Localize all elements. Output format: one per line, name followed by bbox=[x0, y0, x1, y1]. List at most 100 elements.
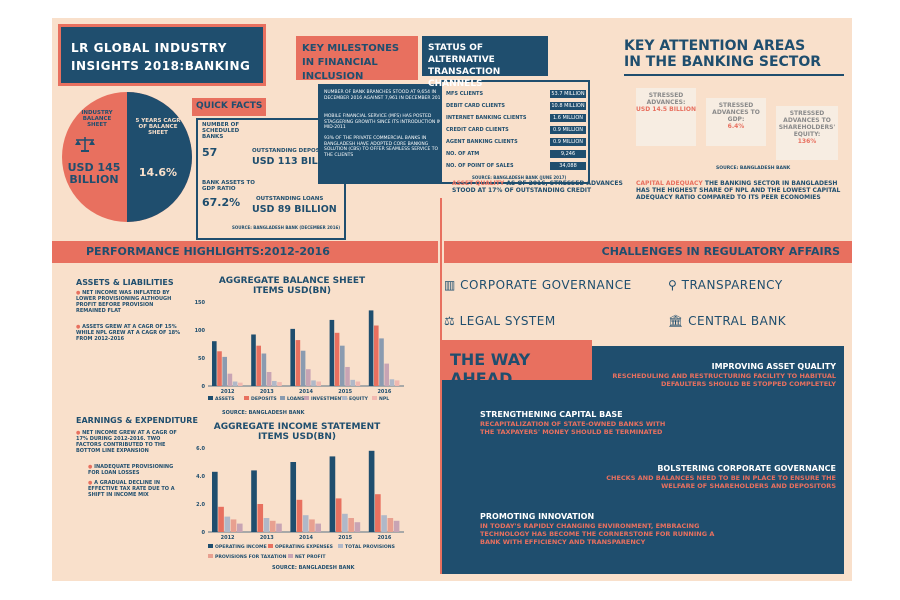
bar-provisions-for-taxation-2012 bbox=[230, 519, 237, 532]
bar-assets-2012 bbox=[212, 341, 217, 386]
balance-label: INDUSTRY BALANCE SHEET bbox=[81, 110, 113, 128]
legend-swatch bbox=[268, 544, 273, 548]
status-heading: STATUS OF ALTERNATIVE TRANSACTION CHANNE… bbox=[428, 43, 501, 89]
balance-sheet-chart: 0 50 100 150 2012 2013 2014 2015 2016 ASSETS DEPOS… bbox=[195, 300, 404, 402]
bar-assets-2013 bbox=[251, 334, 256, 386]
bar-assets-2015 bbox=[329, 319, 335, 386]
legend-swatch bbox=[244, 396, 249, 400]
chart1-source: SOURCE: BANGLADESH BANK bbox=[222, 410, 305, 416]
bar-assets-2014 bbox=[290, 328, 295, 386]
legend-swatch bbox=[208, 544, 213, 548]
stressed-gdp-card: STRESSED ADVANCES TO GDP: 6.4% bbox=[706, 98, 766, 146]
bar-provisions-for-taxation-2016 bbox=[387, 518, 394, 532]
status-row: MFS CLIENTS 53.7 MILLION bbox=[446, 90, 586, 98]
performance-heading: PERFORMANCE HIGHLIGHTS:2012-2016 bbox=[86, 245, 330, 258]
x-tick-label: 2016 bbox=[377, 389, 391, 395]
bar-total-provisions-2014 bbox=[302, 515, 309, 532]
y-tick-label: 50 bbox=[198, 356, 205, 362]
legend-label: ASSETS bbox=[215, 396, 235, 402]
way-ahead-item-heading: IMPROVING ASSET QUALITY bbox=[711, 362, 836, 371]
bar-deposits-2014 bbox=[295, 340, 301, 386]
challenge-central-bank: 🏛 CENTRAL BANK bbox=[668, 314, 787, 328]
way-ahead-item-text: RESCHEDULING AND RESTRUCTURING FACILITY … bbox=[612, 372, 836, 388]
bar-net-profit-2016 bbox=[393, 520, 400, 532]
earnings-sub-bullet: ● A GRADUAL DECLINE IN EFFECTIVE TAX RAT… bbox=[88, 480, 175, 498]
way-ahead-item-heading: BOLSTERING CORPORATE GOVERNANCE bbox=[657, 464, 836, 473]
bar-investments-2015 bbox=[345, 366, 350, 386]
bar-loans-2012 bbox=[222, 356, 227, 386]
y-tick-label: 4.0 bbox=[196, 474, 205, 480]
title-line-1: LR GLOBAL INDUSTRY bbox=[71, 41, 227, 55]
banks-value: 57 bbox=[202, 146, 218, 159]
status-row: CREDIT CARD CLIENTS 0.9 MILLION bbox=[446, 126, 586, 135]
x-tick-label: 2015 bbox=[338, 389, 352, 395]
bar-loans-2015 bbox=[340, 345, 345, 386]
legend-label: OPERATING EXPENSES bbox=[275, 544, 333, 550]
legend-swatch bbox=[304, 396, 309, 400]
balance-sheet-circle: INDUSTRY BALANCE SHEET USD 145 BILLION 5… bbox=[62, 92, 192, 222]
legend-swatch bbox=[372, 396, 377, 400]
bar-provisions-for-taxation-2013 bbox=[269, 520, 276, 532]
x-tick-label: 2012 bbox=[221, 389, 235, 395]
cagr-value: 14.6% bbox=[138, 166, 178, 179]
bar-deposits-2016 bbox=[374, 325, 379, 386]
way-ahead-item-heading: PROMOTING INNOVATION bbox=[480, 512, 595, 521]
bar-investments-2016 bbox=[384, 363, 389, 386]
milestones-heading-bar: KEY MILESTONES IN FINANCIAL INCLUSION bbox=[296, 36, 418, 82]
key-attention-source: SOURCE: BANGLADESH BANK bbox=[716, 166, 791, 171]
way-ahead-box: IMPROVING ASSET QUALITY RESCHEDULING AND… bbox=[442, 346, 844, 574]
key-attention-title: KEY ATTENTION AREAS IN THE BANKING SECTO… bbox=[624, 38, 844, 70]
banks-label: NUMBER OF SCHEDULED BANKS bbox=[202, 122, 240, 140]
bar-total-provisions-2013 bbox=[263, 518, 270, 532]
bar-investments-2014 bbox=[306, 369, 311, 386]
x-tick-label: 2014 bbox=[299, 535, 313, 541]
milestone-item: MOBILE FINANCIAL SERVICE (MFS) HAS POSTE… bbox=[324, 114, 442, 130]
y-tick-label: 0 bbox=[202, 384, 206, 390]
bar-investments-2012 bbox=[227, 373, 233, 386]
x-tick-label: 2014 bbox=[299, 389, 313, 395]
challenge-legal-system: ⚖ LEGAL SYSTEM bbox=[444, 314, 556, 328]
x-tick-label: 2013 bbox=[260, 389, 274, 395]
challenge-corporate-governance: ▥ CORPORATE GOVERNANCE bbox=[444, 278, 632, 292]
assets-bullet: ● NET INCOME WAS INFLATED BY LOWER PROVI… bbox=[76, 290, 172, 314]
x-tick-label: 2013 bbox=[260, 535, 274, 541]
bar-total-provisions-2015 bbox=[342, 513, 348, 532]
y-tick-label: 2.0 bbox=[196, 502, 205, 508]
way-ahead-item-heading: STRENGTHENING CAPITAL BASE bbox=[480, 410, 623, 419]
building-icon: ▥ bbox=[444, 278, 456, 292]
bar-deposits-2015 bbox=[334, 332, 340, 386]
legend-label: OPERATING INCOME bbox=[215, 544, 267, 550]
legend-label: NET PROFIT bbox=[295, 554, 326, 560]
bar-net-profit-2015 bbox=[354, 522, 361, 532]
bar-deposits-2013 bbox=[256, 345, 261, 386]
stressed-advances-card: STRESSED ADVANCES: USD 14.5 BILLION bbox=[636, 88, 696, 146]
x-tick-label: 2016 bbox=[377, 535, 391, 541]
y-tick-label: 150 bbox=[195, 300, 206, 306]
way-ahead-heading: THE WAY AHEAD bbox=[450, 350, 531, 388]
challenges-heading: CHALLENGES IN REGULATORY AFFAIRS bbox=[601, 245, 840, 258]
income-statement-chart: 0 2.0 4.0 6.0 2012 2013 2014 2015 2016 OPERATING … bbox=[196, 446, 404, 560]
assets-bullet: ● ASSETS GREW AT A CAGR OF 15% WHILE NPL… bbox=[76, 324, 181, 342]
earnings-heading: EARNINGS & EXPENDITURE bbox=[76, 416, 198, 425]
bar-operating-income-2014 bbox=[290, 462, 297, 532]
bar-npl-2015 bbox=[355, 381, 361, 386]
bar-npl-2014 bbox=[316, 381, 321, 386]
capital-adequacy-note: CAPITAL ADEQUACY THE BANKING SECTOR IN B… bbox=[636, 180, 841, 201]
bar-operating-income-2012 bbox=[212, 471, 218, 532]
scales-icon bbox=[74, 136, 96, 152]
bar-equity-2012 bbox=[232, 381, 238, 386]
loans-value: USD 89 BILLION bbox=[252, 204, 337, 215]
legend-label: TOTAL PROVISIONS bbox=[345, 544, 395, 550]
bar-investments-2013 bbox=[266, 372, 272, 386]
legend-swatch bbox=[208, 396, 213, 400]
way-ahead-item-text: IN TODAY'S RAPIDLY CHANGING ENVIRONMENT,… bbox=[480, 522, 715, 546]
bar-net-profit-2013 bbox=[276, 523, 282, 532]
bar-total-provisions-2016 bbox=[381, 515, 387, 532]
title-block: LR GLOBAL INDUSTRY INSIGHTS 2018:BANKING bbox=[58, 24, 266, 86]
asset-quality-note: ASSET QUALITY AS OF 2016, STRESSED ADVAN… bbox=[452, 180, 623, 194]
balance-chart-title: AGGREGATE BALANCE SHEET ITEMS USD(BN) bbox=[218, 276, 366, 296]
y-tick-label: 0 bbox=[202, 530, 206, 536]
legend-swatch bbox=[280, 396, 285, 400]
milestones-box: NUMBER OF BANK BRANCHES STOOD AT 9,654 I… bbox=[318, 84, 450, 184]
status-box: MFS CLIENTS 53.7 MILLION DEBIT CARD CLIEN… bbox=[440, 80, 590, 184]
